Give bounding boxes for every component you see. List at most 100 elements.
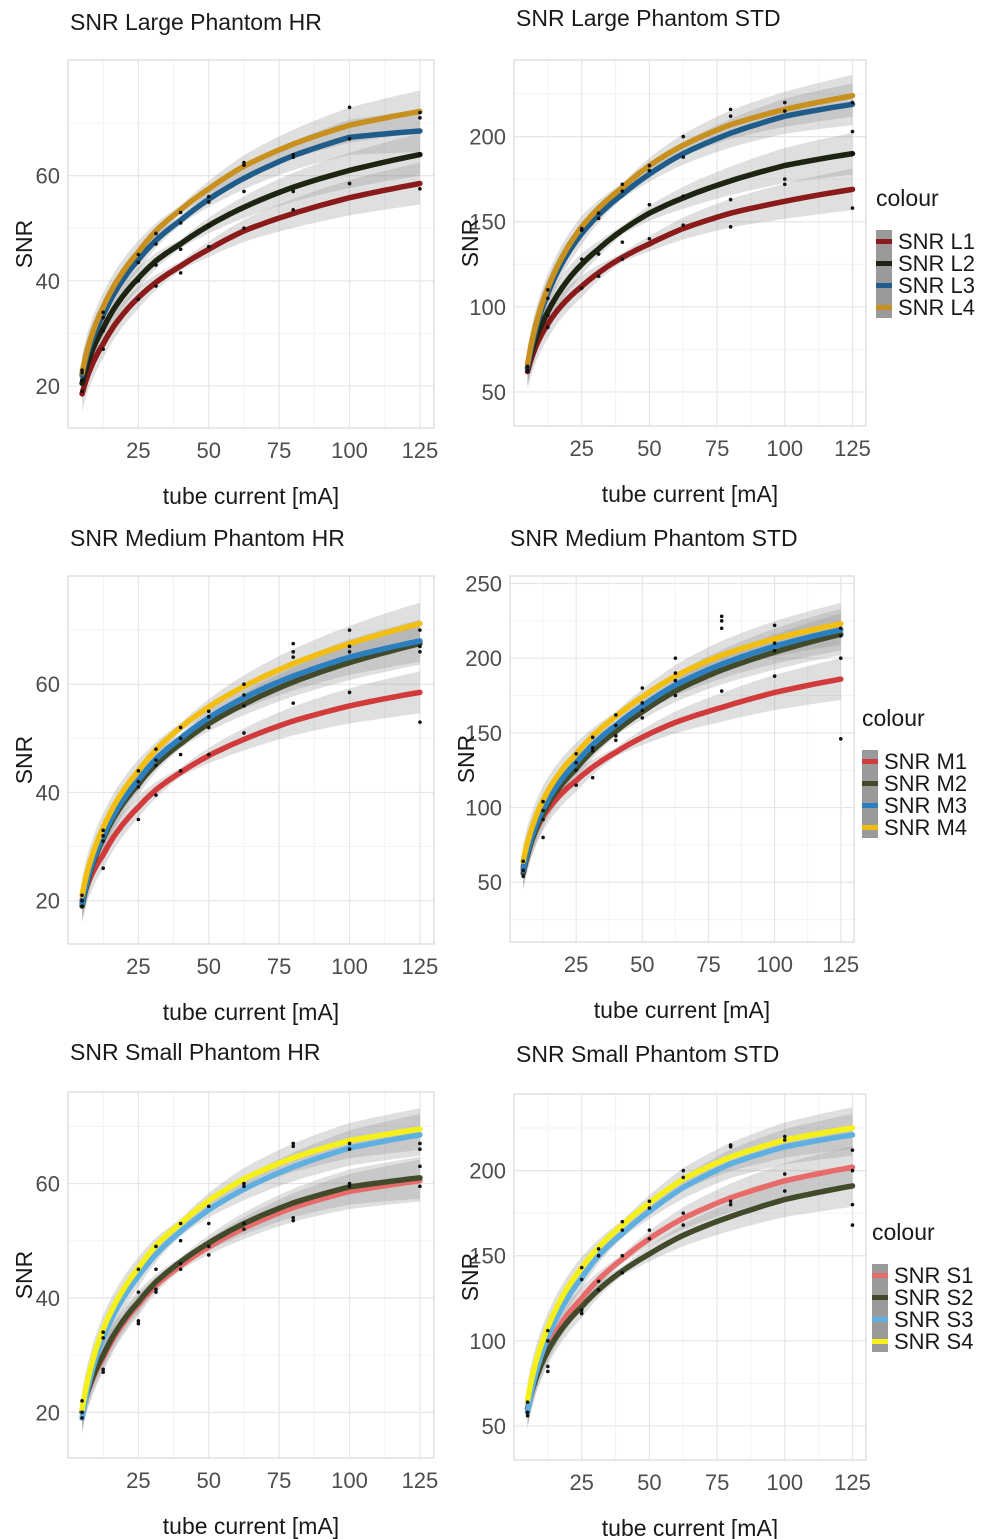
data-point bbox=[782, 182, 787, 187]
data-point bbox=[347, 1147, 352, 1151]
data-point bbox=[681, 1211, 686, 1215]
data-point bbox=[647, 236, 652, 241]
data-point bbox=[647, 163, 652, 168]
fit-line bbox=[524, 150, 856, 371]
chart-title: SNR Small Phantom HR bbox=[70, 1039, 321, 1065]
data-point bbox=[80, 898, 84, 903]
legend-title: colour bbox=[872, 1219, 935, 1245]
data-point bbox=[640, 716, 645, 720]
legend-key-line bbox=[876, 239, 892, 244]
fit-line bbox=[524, 1164, 856, 1412]
x-tick-label: 125 bbox=[402, 1468, 439, 1493]
data-point bbox=[347, 644, 352, 649]
y-axis-label: SNR bbox=[11, 220, 37, 269]
data-point bbox=[291, 701, 296, 705]
data-point bbox=[525, 1413, 530, 1418]
x-tick-label: 75 bbox=[705, 436, 729, 461]
x-tick-label: 100 bbox=[331, 438, 368, 463]
data-point bbox=[136, 1318, 141, 1323]
y-tick-label: 40 bbox=[36, 269, 60, 294]
x-axis-label: tube current [mA] bbox=[602, 481, 778, 507]
data-point bbox=[136, 260, 141, 265]
data-point bbox=[178, 1238, 183, 1243]
data-point bbox=[178, 736, 183, 741]
data-point bbox=[541, 808, 545, 813]
legend-label: SNR L4 bbox=[898, 295, 975, 320]
plot-area bbox=[510, 576, 854, 942]
chart-panel-5: SNR Small Phantom HR 25 50 75 100 125 20 40 60 tu… bbox=[11, 1039, 438, 1539]
data-point bbox=[418, 1147, 422, 1151]
data-point bbox=[154, 793, 158, 797]
x-tick-label: 100 bbox=[756, 952, 793, 977]
data-point bbox=[101, 1367, 105, 1372]
data-point bbox=[681, 134, 686, 139]
data-point bbox=[154, 1287, 158, 1292]
confidence-band bbox=[82, 110, 420, 394]
data-point bbox=[206, 752, 211, 757]
data-point bbox=[673, 671, 678, 675]
data-point bbox=[838, 737, 843, 741]
y-tick-label: 40 bbox=[36, 780, 60, 805]
x-tick-label: 100 bbox=[766, 1470, 803, 1495]
plot-border bbox=[513, 1093, 867, 1461]
legend-title: colour bbox=[862, 705, 925, 731]
data-point bbox=[647, 1199, 652, 1204]
data-point bbox=[640, 701, 645, 705]
data-point bbox=[596, 252, 601, 256]
data-point bbox=[546, 288, 550, 292]
x-tick-label: 75 bbox=[267, 1468, 291, 1493]
data-point bbox=[579, 286, 584, 290]
x-tick-label: 50 bbox=[630, 952, 654, 977]
data-point bbox=[546, 313, 550, 318]
legend-label: SNR L2 bbox=[898, 251, 975, 276]
chart-panel-6: SNR Small Phantom STD 25 50 75 100 125 50 100 15… bbox=[457, 1041, 973, 1539]
data-point bbox=[772, 641, 777, 646]
chart-panel-2: SNR Large Phantom STD 25 50 75 100 125 50 100 15… bbox=[457, 5, 975, 507]
y-tick-label: 150 bbox=[469, 1244, 506, 1269]
data-point bbox=[101, 1370, 105, 1375]
y-tick-label: 40 bbox=[36, 1286, 60, 1311]
x-tick-label: 25 bbox=[564, 952, 588, 977]
data-point bbox=[347, 181, 352, 186]
data-point bbox=[242, 1227, 246, 1232]
data-point bbox=[206, 1244, 211, 1249]
chart-title: SNR Small Phantom STD bbox=[516, 1041, 779, 1067]
data-point bbox=[620, 1219, 625, 1224]
data-point bbox=[782, 1138, 787, 1142]
data-point bbox=[541, 799, 545, 804]
data-point bbox=[596, 1253, 601, 1258]
data-point bbox=[291, 1141, 296, 1146]
legend-label: SNR S4 bbox=[894, 1329, 973, 1354]
legend-key-line bbox=[872, 1339, 888, 1344]
data-point bbox=[136, 1290, 141, 1294]
x-tick-label: 25 bbox=[569, 1470, 593, 1495]
chart-title: SNR Medium Phantom STD bbox=[510, 525, 798, 551]
data-point bbox=[681, 194, 686, 198]
fit-line bbox=[524, 1132, 856, 1416]
data-point bbox=[154, 763, 158, 768]
x-tick-label: 75 bbox=[705, 1470, 729, 1495]
y-tick-label: 60 bbox=[36, 164, 60, 189]
data-point bbox=[418, 1141, 422, 1146]
data-point bbox=[579, 1308, 584, 1312]
legend-key-line bbox=[862, 781, 878, 786]
x-tick-label: 50 bbox=[197, 438, 221, 463]
data-point bbox=[525, 369, 530, 374]
plot-border bbox=[513, 59, 867, 427]
data-point bbox=[136, 297, 141, 302]
x-tick-label: 100 bbox=[766, 436, 803, 461]
data-point bbox=[546, 1364, 550, 1369]
data-point bbox=[101, 833, 105, 838]
legend-label: SNR S1 bbox=[894, 1263, 973, 1288]
data-point bbox=[614, 723, 618, 728]
legend-key-line bbox=[862, 825, 878, 830]
fit-line bbox=[524, 92, 856, 368]
data-point bbox=[546, 1339, 550, 1343]
legend-label: SNR L1 bbox=[898, 229, 975, 254]
data-point bbox=[136, 785, 141, 789]
data-point bbox=[178, 752, 183, 757]
data-point bbox=[579, 257, 584, 261]
data-point bbox=[574, 768, 578, 773]
